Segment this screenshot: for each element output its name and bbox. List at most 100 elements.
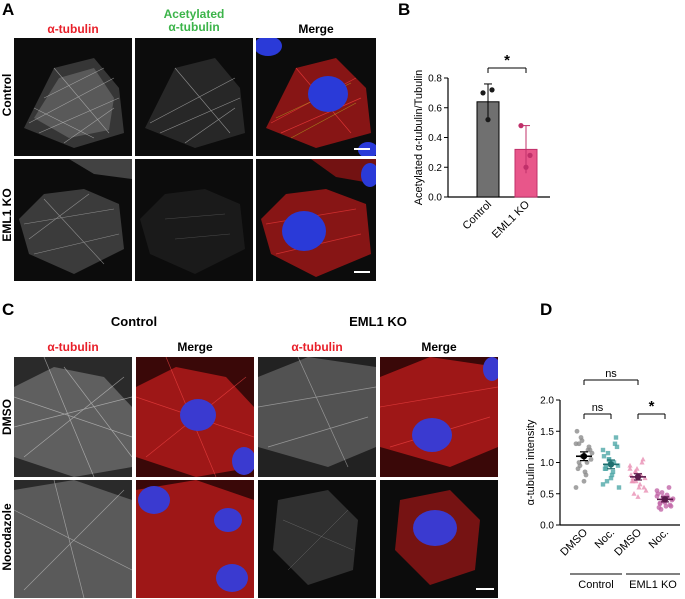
data-point: [614, 444, 620, 450]
data-point: [639, 459, 645, 465]
data-point: [610, 469, 616, 475]
sig-label: *: [504, 52, 510, 69]
panel-c-image-eml1ko-noc-merge: [380, 480, 498, 598]
panel-label-b: B: [398, 0, 411, 19]
data-point: [518, 123, 524, 129]
data-point: [666, 485, 672, 490]
y-tick-label: 0.8: [428, 74, 442, 85]
data-point: [654, 493, 660, 499]
data-point: [630, 475, 636, 481]
data-point: [612, 441, 618, 446]
mean-point: [661, 496, 669, 503]
panel-c-col-alpha-tubulin-control: α-tubulin: [47, 340, 99, 354]
y-tick-label: 0.0: [428, 193, 442, 204]
scale-bar: [476, 588, 494, 590]
data-point: [578, 435, 584, 440]
panel-c-row-dmso: DMSO: [0, 399, 14, 435]
panel-a-row-control: Control: [0, 73, 14, 117]
data-point: [659, 490, 665, 495]
data-point: [611, 460, 617, 465]
panel-a-image-control-merge: [256, 38, 376, 156]
data-point: [616, 485, 622, 490]
panel-label-d: D: [540, 300, 553, 319]
panel-c-image-control-noc-tubulin: [14, 480, 132, 598]
x-tick-label: Noc.: [647, 527, 671, 551]
data-point: [641, 484, 647, 490]
data-point: [581, 478, 587, 484]
scale-bar: [354, 148, 370, 150]
panel-a-image-eml1ko-acetylated: [135, 159, 253, 281]
data-point: [576, 441, 582, 447]
data-point: [657, 501, 663, 507]
sig-label: ns: [592, 402, 604, 414]
panel-a-col-alpha-tubulin: α-tubulin: [47, 22, 99, 36]
y-axis-label: Acetylated α-tubulin/Tubulin: [413, 70, 425, 206]
y-tick-label: 0.4: [428, 133, 442, 144]
panel-a-row-eml1ko: EML1 KO: [0, 188, 14, 242]
panel-a-image-eml1ko-merge: [256, 159, 376, 281]
data-point: [603, 463, 609, 468]
data-point: [604, 479, 610, 484]
y-tick-label: 1.0: [540, 458, 554, 469]
x-tick-label: DMSO: [558, 526, 590, 558]
data-point: [668, 503, 674, 509]
panel-a-image-control-acetylated: [135, 38, 253, 156]
sig-label: ns: [605, 368, 617, 380]
data-point: [633, 478, 639, 484]
data-point: [631, 490, 637, 496]
data-point: [588, 456, 594, 462]
data-point: [600, 447, 606, 453]
panel-c-group-eml1ko: EML1 KO: [349, 314, 407, 329]
scale-bar: [354, 271, 370, 273]
data-point: [632, 469, 638, 474]
data-point: [605, 450, 611, 456]
x-tick-label: DMSO: [612, 526, 644, 558]
data-point: [613, 435, 619, 440]
panel-c-image-eml1ko-dmso-merge: [380, 357, 498, 477]
panel-c-group-control: Control: [110, 314, 158, 329]
data-point: [640, 456, 646, 462]
data-point: [628, 472, 634, 477]
data-point: [643, 487, 649, 493]
y-tick-label: 1.5: [540, 427, 554, 438]
data-point: [635, 494, 641, 499]
data-point: [627, 462, 633, 468]
mean-point: [634, 473, 642, 481]
data-point: [637, 481, 643, 487]
panel-a-image-eml1ko-tubulin: [14, 159, 132, 281]
panel-c-col-merge-control: Merge: [177, 340, 213, 354]
y-axis-label: α-tubulin intensity: [525, 419, 537, 505]
data-point: [615, 463, 621, 468]
group-label: Control: [578, 579, 613, 591]
mean-point: [580, 453, 588, 460]
data-point: [583, 472, 589, 478]
y-tick-label: 2.0: [540, 396, 554, 407]
panel-a-image-control-tubulin: [14, 38, 132, 156]
group-label: EML1 KO: [629, 579, 677, 591]
data-point: [602, 466, 608, 471]
panel-c-image-eml1ko-dmso-tubulin: [258, 357, 376, 477]
panel-c-row-nocodazole: Nocodazole: [0, 503, 14, 571]
data-point: [574, 428, 580, 434]
data-point: [575, 466, 581, 472]
y-tick-label: 0.0: [540, 521, 554, 532]
data-point: [642, 475, 648, 481]
data-point: [587, 447, 593, 453]
y-tick-label: 0.5: [540, 489, 554, 500]
data-point: [480, 90, 486, 96]
data-point: [609, 472, 615, 478]
panel-c-image-eml1ko-noc-tubulin: [258, 480, 376, 598]
data-point: [601, 454, 607, 459]
panel-label-a: A: [2, 0, 15, 19]
sig-label: *: [649, 398, 655, 415]
data-point: [627, 465, 633, 471]
panel-label-c: C: [2, 300, 15, 319]
x-tick-label: Control: [461, 199, 495, 233]
panel-a-col-merge: Merge: [298, 22, 334, 36]
data-point: [485, 117, 491, 123]
data-point: [489, 87, 495, 93]
panel-a-col-acetylated: Acetylated α-tubulin: [163, 7, 225, 34]
data-point: [584, 460, 590, 465]
